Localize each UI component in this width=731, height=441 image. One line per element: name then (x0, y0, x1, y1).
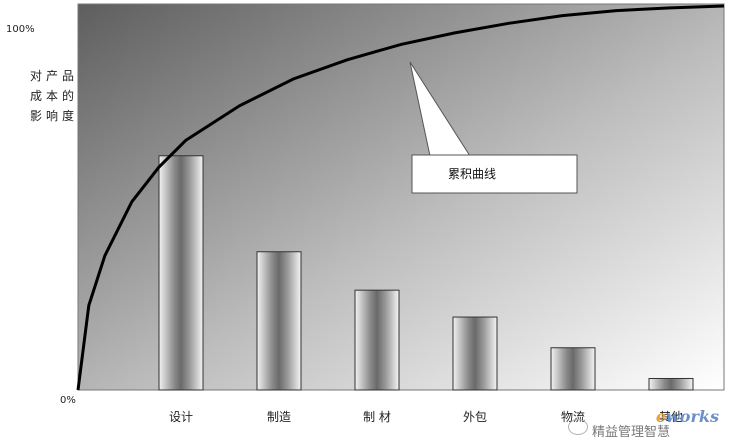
callout-box (411, 154, 578, 194)
bar-2 (256, 251, 302, 391)
y-tick-0: 0% (60, 395, 76, 406)
y-tick-100: 100% (6, 24, 35, 35)
curve-callout: 累积曲线 (409, 61, 578, 194)
x-tick-label-2: 制造 (267, 410, 291, 424)
wechat-icon (568, 419, 588, 435)
bar-5 (550, 347, 596, 391)
cumulative-curve (76, 4, 725, 391)
y-axis-label: 对产品成本的影响度 (29, 69, 78, 123)
x-tick-label-4: 外包 (463, 410, 487, 424)
watermark-caption: 精益管理智慧 (592, 425, 671, 437)
bar-3 (354, 289, 400, 391)
x-tick-label-6: 其他 (659, 410, 683, 424)
bar-4 (452, 316, 498, 391)
x-tick-labels: 设计 制造制 材外包 物流 其他 (169, 410, 683, 424)
x-tick-label-1: 设计 (169, 410, 193, 424)
bars (158, 155, 694, 391)
curve-label: 累积曲线 (448, 167, 496, 181)
watermark: eworks 精益管理智慧 (562, 405, 727, 437)
bar-1 (158, 155, 204, 391)
eworks-logo: eworks (655, 407, 719, 426)
bar-6 (648, 377, 694, 391)
x-tick-label-3: 制 材 (363, 410, 391, 424)
